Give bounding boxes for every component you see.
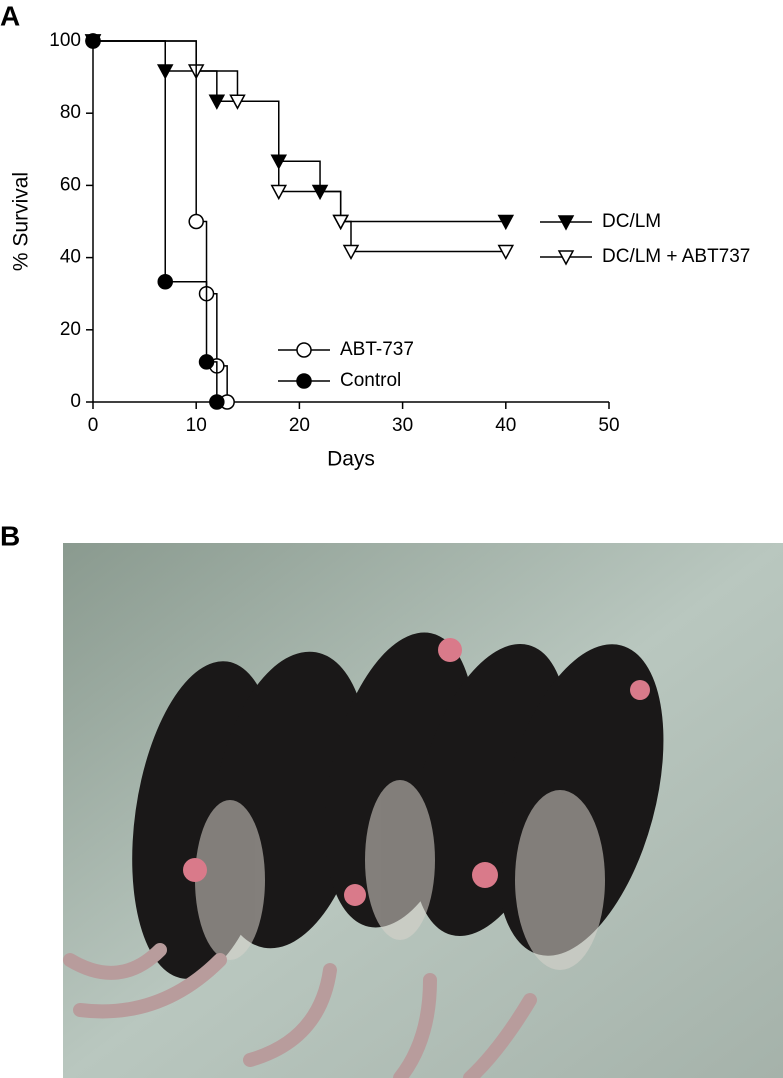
y-axis-label: % Survival xyxy=(10,172,33,271)
marker xyxy=(198,354,215,370)
legend-label: Control xyxy=(340,370,401,391)
panel-label: A xyxy=(0,0,20,31)
legend-marker xyxy=(557,250,575,266)
x-tick-label: 10 xyxy=(186,415,207,436)
legend-label: DC/LM xyxy=(602,211,661,232)
legend-marker xyxy=(557,215,575,231)
y-tick-label: 80 xyxy=(60,102,81,123)
x-tick-label: 0 xyxy=(88,415,99,436)
x-axis-label: Days xyxy=(327,448,375,471)
x-tick-label: 30 xyxy=(392,415,413,436)
marker xyxy=(497,244,515,261)
y-tick-label: 0 xyxy=(70,391,81,412)
y-tick-label: 100 xyxy=(49,30,81,51)
x-tick-label: 20 xyxy=(289,415,310,436)
step-line xyxy=(93,40,218,402)
step-line xyxy=(93,40,506,223)
marker xyxy=(208,94,226,110)
panel-label: B xyxy=(0,520,20,551)
y-tick-label: 40 xyxy=(60,247,81,268)
marker xyxy=(209,394,225,410)
legend-label: ABT-737 xyxy=(340,339,414,360)
legend-marker xyxy=(296,373,312,389)
photo xyxy=(63,543,783,1078)
y-tick-label: 60 xyxy=(60,174,81,195)
marker xyxy=(85,33,101,49)
marker xyxy=(342,244,360,261)
marker xyxy=(229,94,246,110)
marker xyxy=(497,214,515,231)
marker xyxy=(188,213,204,230)
x-tick-label: 40 xyxy=(495,415,516,436)
legend-marker xyxy=(296,342,312,358)
step-line xyxy=(93,40,506,253)
marker xyxy=(270,184,288,201)
y-tick-label: 20 xyxy=(60,319,81,340)
marker xyxy=(157,274,173,290)
marker xyxy=(332,214,349,231)
legend-label: DC/LM + ABT737 xyxy=(602,246,750,267)
x-tick-label: 50 xyxy=(598,415,619,436)
